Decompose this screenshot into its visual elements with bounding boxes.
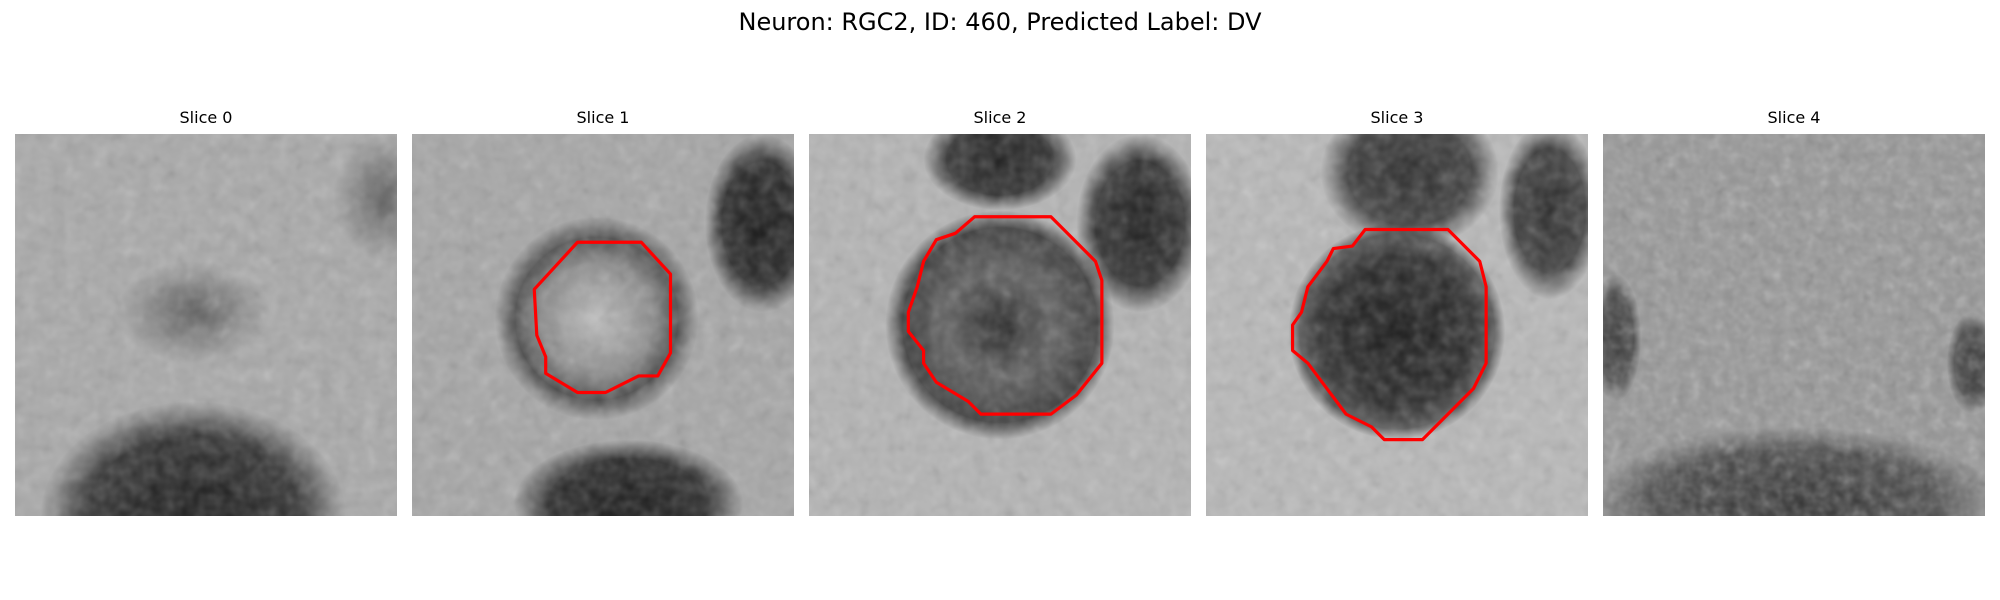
slice-image-0: [15, 134, 397, 516]
slice-0-svg: [15, 134, 397, 516]
slice-title-1: Slice 1: [412, 108, 794, 128]
slice-image-3: [1206, 134, 1588, 516]
slice-title-4: Slice 4: [1603, 108, 1985, 128]
slice-4-svg: [1603, 134, 1985, 516]
figure-title: Neuron: RGC2, ID: 460, Predicted Label: …: [0, 6, 2000, 38]
slice-panel-4: Slice 4: [1603, 108, 1985, 516]
slice-title-0: Slice 0: [15, 108, 397, 128]
slice-image-4: [1603, 134, 1985, 516]
slice-1-svg: [412, 134, 794, 516]
slice-panel-1: Slice 1: [412, 108, 794, 516]
slice-title-3: Slice 3: [1206, 108, 1588, 128]
slice-image-2: [809, 134, 1191, 516]
slice-3-svg: [1206, 134, 1588, 516]
slice-2-svg: [809, 134, 1191, 516]
slice-title-2: Slice 2: [809, 108, 1191, 128]
slice-panel-2: Slice 2: [809, 108, 1191, 516]
slice-image-1: [412, 134, 794, 516]
slice-panel-0: Slice 0: [15, 108, 397, 516]
slice-panel-3: Slice 3: [1206, 108, 1588, 516]
